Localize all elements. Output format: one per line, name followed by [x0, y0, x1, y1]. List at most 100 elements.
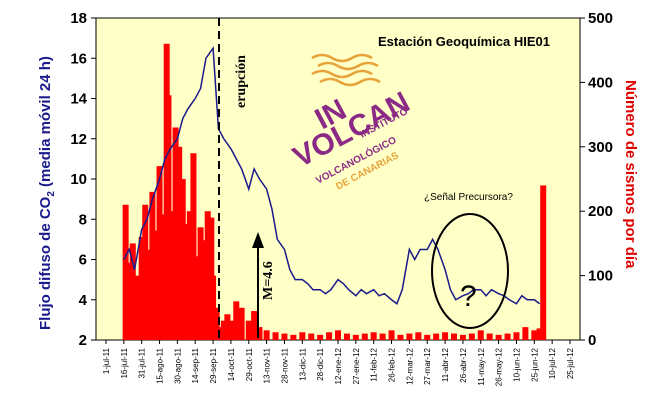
seismic-bar [290, 334, 297, 340]
y-tick-right-label: 300 [588, 139, 613, 156]
seismic-bar [197, 227, 204, 340]
seismic-bar [352, 334, 359, 340]
seismic-bar [326, 332, 333, 340]
seismic-bar [504, 333, 511, 340]
x-tick-label: 26-abr-12 [459, 347, 468, 382]
seismic-bar [477, 330, 484, 340]
seismic-bar [204, 211, 211, 340]
y-tick-left-label: 18 [70, 10, 87, 27]
seismic-bar [308, 333, 315, 340]
x-tick-label: 12-mar-12 [405, 347, 414, 384]
x-tick-label: 25-jun-12 [530, 347, 539, 381]
seismic-bar [152, 230, 159, 340]
y-axis-label-right: Número de sismos por día [622, 80, 639, 269]
y-tick-left-label: 2 [79, 332, 87, 349]
x-tick-label: 15-ago-11 [156, 347, 165, 383]
x-tick-label: 14-sep-11 [191, 347, 200, 383]
seismic-bar [370, 332, 377, 340]
seismic-bar [122, 204, 129, 340]
y-tick-right-label: 400 [588, 74, 613, 91]
y-tick-left-label: 4 [79, 292, 88, 309]
x-tick-label: 26-may-12 [495, 347, 504, 386]
seismic-bar [201, 240, 208, 340]
y-tick-left-label: 6 [79, 252, 87, 269]
svg-text:Flujo difuso de CO2 (media móv: Flujo difuso de CO2 (media móvil 24 h) [37, 56, 57, 330]
seismic-bar [486, 333, 493, 340]
seismic-bar [468, 333, 475, 340]
co2-line [123, 46, 541, 305]
seismic-bar [361, 333, 368, 340]
x-tick-label: 10-jul-12 [548, 347, 557, 379]
station-title: Estación Geoquímica HIE01 [378, 34, 550, 49]
seismic-bar [156, 166, 163, 340]
x-tick-label: 28-nov-11 [280, 347, 289, 383]
seismic-bar [406, 333, 413, 340]
seismic-bar [415, 332, 422, 340]
x-tick-label: 27-mar-12 [423, 347, 432, 384]
seismic-bar [194, 256, 201, 340]
y-axis-label-left: Flujo difuso de CO2 (media móvil 24 h) [37, 56, 57, 330]
y-tick-left-label: 12 [70, 131, 87, 148]
seismic-bar [160, 214, 167, 340]
seismic-bar [245, 320, 252, 340]
seismic-bar [540, 185, 547, 340]
seismic-bar [424, 334, 431, 340]
seismic-bar [263, 330, 270, 340]
y-tick-right-label: 0 [588, 332, 596, 349]
x-tick-label: 31-jul-11 [138, 347, 147, 378]
magnitude-arrowhead [252, 232, 264, 248]
seismic-bar [299, 332, 306, 340]
seismic-bar [142, 204, 149, 340]
co2-line-group [123, 46, 541, 305]
seismic-bar [149, 191, 156, 340]
y-tick-left-label: 14 [70, 91, 87, 108]
seismic-bar [238, 307, 245, 340]
seismic-bar [335, 330, 341, 340]
seismic-bar [183, 224, 190, 340]
x-tick-label: 25-jul-12 [566, 347, 575, 379]
x-tick-label: 29-sep-11 [209, 347, 218, 383]
seismic-bar [317, 334, 324, 340]
x-tick-label: 10-jun-12 [512, 347, 521, 381]
y-tick-right-label: 500 [588, 10, 613, 27]
seismic-bar [531, 330, 538, 340]
seismic-bar [495, 334, 502, 340]
x-tick-label: 16-jul-11 [120, 347, 129, 378]
seismic-bar [272, 332, 279, 340]
y-tick-left-label: 10 [70, 171, 87, 188]
seismic-bar [343, 333, 350, 340]
x-tick-label: 11-may-12 [477, 347, 486, 385]
seismic-bar [397, 334, 404, 340]
seismic-bar [536, 328, 543, 340]
x-tick-label: 12-ene-12 [334, 347, 343, 384]
seismic-bar [433, 333, 440, 340]
precursor-label: ¿Señal Precursora? [424, 192, 513, 203]
seismic-bar [210, 275, 217, 340]
seismic-bar [379, 333, 386, 340]
seismic-bar [213, 307, 220, 340]
seismic-bar [165, 95, 172, 340]
y-tick-right-label: 200 [588, 203, 613, 220]
x-tick-label: 26-feb-12 [388, 347, 397, 382]
seismic-bar [176, 146, 183, 340]
seismic-bar [186, 211, 193, 340]
x-tick-label: 27-ene-12 [352, 347, 361, 384]
seismic-bar [256, 327, 263, 340]
seismic-bar [220, 320, 227, 340]
seismic-bar [224, 314, 231, 340]
magnitude-label: M=4.6 [261, 261, 276, 300]
logo-waves-icon [311, 53, 381, 87]
seismic-bar [172, 127, 179, 340]
x-tick-label: 11-feb-12 [370, 347, 379, 381]
seismic-bar [388, 330, 395, 340]
seismic-bar [179, 179, 186, 340]
y-ticks-right: 0 100 200 300 400 500 [580, 10, 613, 349]
seismic-bar [169, 211, 176, 340]
y-tick-left-label: 16 [70, 50, 87, 67]
eruption-label: erupción [234, 55, 249, 108]
seismic-bar [217, 327, 224, 340]
x-tick-label: 1-jul-11 [102, 347, 111, 374]
y-ticks-left: 2 4 6 8 10 12 14 16 18 [70, 10, 96, 349]
x-tick-label: 13-dic-11 [298, 347, 307, 380]
x-tick-label: 14-oct-11 [227, 347, 236, 381]
